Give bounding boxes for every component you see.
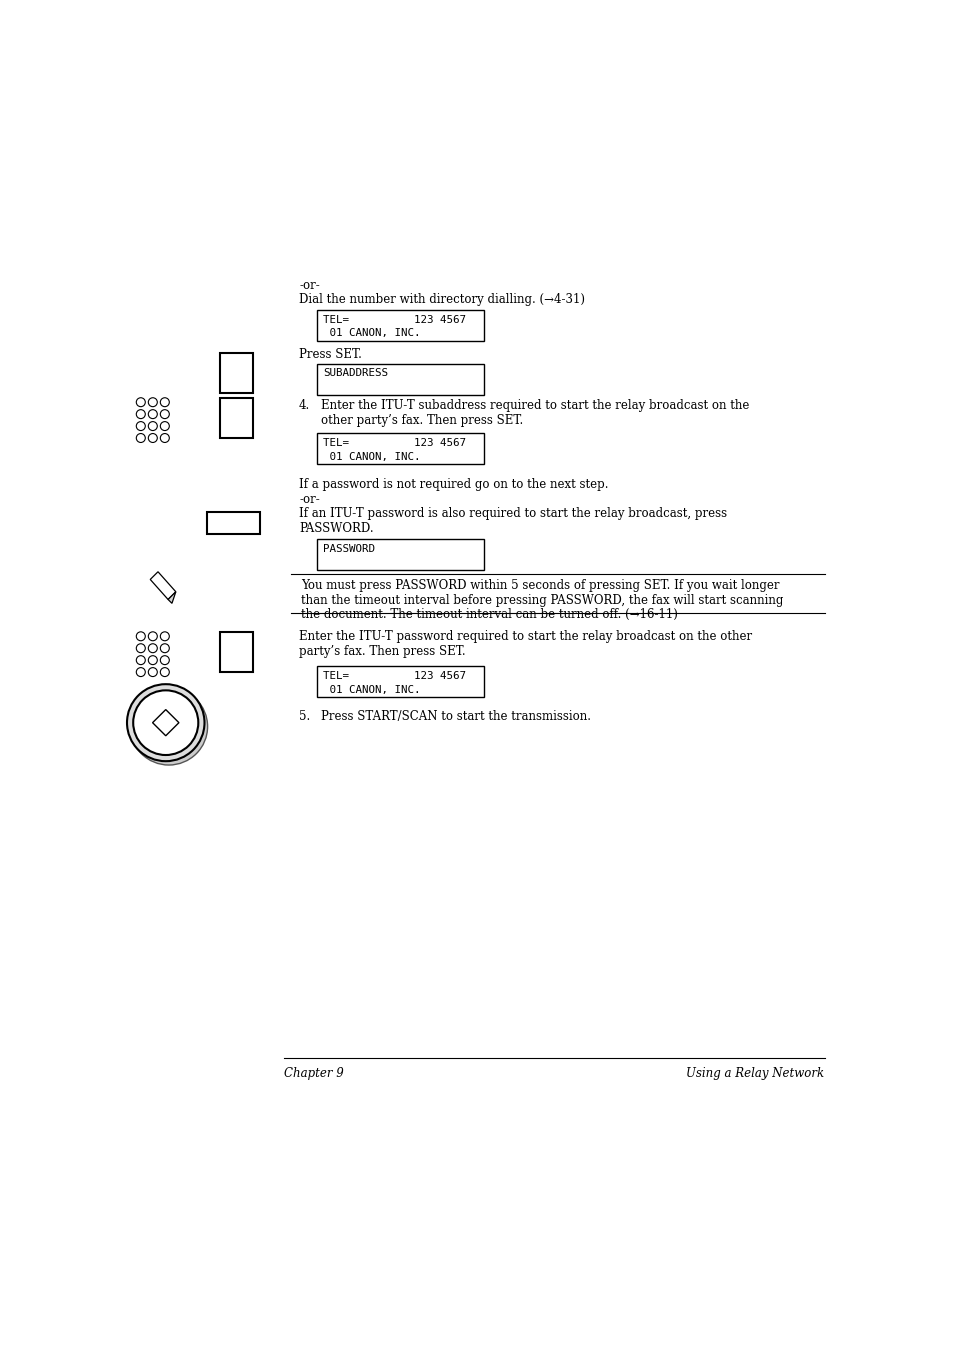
Text: -or-: -or- xyxy=(298,280,319,292)
Polygon shape xyxy=(168,592,175,604)
Text: TEL=          123 4567: TEL= 123 4567 xyxy=(323,671,466,681)
Circle shape xyxy=(148,632,157,640)
Text: PASSWORD.: PASSWORD. xyxy=(298,521,374,535)
Text: party’s fax. Then press SET.: party’s fax. Then press SET. xyxy=(298,644,465,658)
Text: TEL=          123 4567: TEL= 123 4567 xyxy=(323,438,466,447)
Circle shape xyxy=(136,397,145,407)
Bar xyxy=(220,397,253,438)
Circle shape xyxy=(130,688,208,765)
Text: other party’s fax. Then press SET.: other party’s fax. Then press SET. xyxy=(320,413,522,427)
Circle shape xyxy=(160,632,169,640)
Circle shape xyxy=(148,644,157,653)
Polygon shape xyxy=(152,709,179,736)
Text: TEL=          123 4567: TEL= 123 4567 xyxy=(323,315,466,324)
Circle shape xyxy=(136,655,145,665)
Text: the document. The timeout interval can be turned off. (→16-11): the document. The timeout interval can b… xyxy=(300,608,677,621)
Circle shape xyxy=(160,409,169,419)
Text: Press SET.: Press SET. xyxy=(298,349,361,362)
Circle shape xyxy=(160,667,169,677)
Bar xyxy=(316,434,483,463)
Circle shape xyxy=(160,434,169,443)
Text: 01 CANON, INC.: 01 CANON, INC. xyxy=(323,328,420,339)
Text: Press START/SCAN to start the transmission.: Press START/SCAN to start the transmissi… xyxy=(320,711,590,723)
Text: PASSWORD: PASSWORD xyxy=(323,544,375,554)
Circle shape xyxy=(133,690,198,755)
Circle shape xyxy=(136,644,145,653)
Circle shape xyxy=(148,409,157,419)
Bar xyxy=(316,539,483,570)
Bar xyxy=(207,512,259,534)
Polygon shape xyxy=(150,571,175,600)
Circle shape xyxy=(136,409,145,419)
Circle shape xyxy=(160,422,169,431)
Text: 4.: 4. xyxy=(298,400,310,412)
Circle shape xyxy=(148,397,157,407)
Circle shape xyxy=(148,434,157,443)
Text: You must press PASSWORD within 5 seconds of pressing SET. If you wait longer: You must press PASSWORD within 5 seconds… xyxy=(300,580,779,593)
Text: 01 CANON, INC.: 01 CANON, INC. xyxy=(323,685,420,694)
Bar xyxy=(220,353,253,393)
Text: -or-: -or- xyxy=(298,493,319,507)
Text: If an ITU-T password is also required to start the relay broadcast, press: If an ITU-T password is also required to… xyxy=(298,507,726,520)
Text: 01 CANON, INC.: 01 CANON, INC. xyxy=(323,451,420,462)
Circle shape xyxy=(160,644,169,653)
Text: Dial the number with directory dialling. (→4-31): Dial the number with directory dialling.… xyxy=(298,293,584,307)
Text: SUBADDRESS: SUBADDRESS xyxy=(323,369,388,378)
Bar xyxy=(220,632,253,671)
Text: If a password is not required go on to the next step.: If a password is not required go on to t… xyxy=(298,478,608,490)
Bar xyxy=(316,363,483,394)
Circle shape xyxy=(160,397,169,407)
Circle shape xyxy=(136,667,145,677)
Text: Chapter 9: Chapter 9 xyxy=(283,1067,343,1079)
Circle shape xyxy=(127,684,204,761)
Circle shape xyxy=(136,434,145,443)
Circle shape xyxy=(148,422,157,431)
Circle shape xyxy=(148,667,157,677)
Circle shape xyxy=(148,655,157,665)
Text: Enter the ITU-T subaddress required to start the relay broadcast on the: Enter the ITU-T subaddress required to s… xyxy=(320,400,748,412)
Circle shape xyxy=(160,655,169,665)
Text: Enter the ITU-T password required to start the relay broadcast on the other: Enter the ITU-T password required to sta… xyxy=(298,631,751,643)
Text: Using a Relay Network: Using a Relay Network xyxy=(685,1067,823,1079)
Text: than the timeout interval before pressing PASSWORD, the fax will start scanning: than the timeout interval before pressin… xyxy=(300,593,782,607)
Circle shape xyxy=(136,632,145,640)
Text: 5.: 5. xyxy=(298,711,310,723)
Bar xyxy=(316,666,483,697)
Circle shape xyxy=(136,422,145,431)
Bar xyxy=(316,309,483,340)
